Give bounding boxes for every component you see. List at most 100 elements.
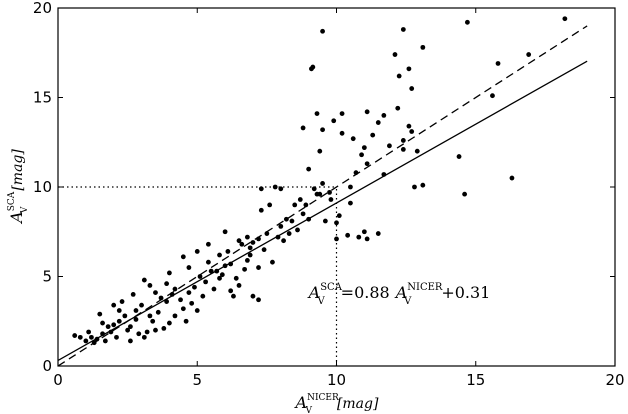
data-point	[270, 259, 275, 265]
data-point	[217, 252, 222, 258]
data-point	[153, 327, 158, 333]
data-point	[361, 229, 367, 235]
data-point	[97, 311, 103, 317]
data-point	[244, 257, 250, 263]
data-point	[297, 197, 303, 202]
data-point	[125, 327, 131, 333]
data-point	[139, 302, 144, 308]
x-tick-label: 15	[466, 371, 485, 389]
data-point	[214, 268, 220, 274]
data-point	[350, 136, 356, 142]
data-point	[167, 270, 172, 276]
data-point	[314, 191, 320, 197]
data-point	[236, 283, 242, 288]
data-point	[172, 286, 178, 292]
data-point	[205, 259, 211, 265]
data-point	[180, 254, 186, 260]
data-point	[217, 275, 222, 281]
data-point	[250, 293, 256, 299]
data-point	[364, 109, 370, 115]
data-point	[289, 218, 295, 224]
data-point	[208, 268, 214, 274]
data-point	[128, 338, 133, 344]
data-point	[197, 274, 203, 279]
data-point	[211, 286, 217, 292]
data-point	[300, 211, 306, 217]
data-point	[178, 297, 183, 303]
data-point	[180, 306, 186, 312]
data-point	[183, 318, 189, 324]
ticks-layer: 0 5 10 15 20 0 5 10 15 20	[33, 0, 625, 389]
data-point	[189, 300, 195, 306]
data-point	[236, 238, 242, 244]
data-point	[495, 61, 501, 66]
y-tick-label: 20	[33, 0, 52, 17]
data-point	[400, 147, 406, 152]
data-point	[387, 143, 392, 149]
data-point	[414, 148, 420, 154]
data-point	[164, 281, 170, 287]
one-to-one-line	[58, 25, 588, 366]
data-point	[150, 318, 156, 324]
data-point	[105, 324, 111, 330]
data-point	[314, 111, 320, 117]
data-point	[111, 302, 117, 308]
data-point	[464, 19, 470, 25]
data-point	[116, 318, 122, 324]
data-point	[509, 175, 515, 181]
data-point	[256, 265, 261, 270]
data-point	[247, 252, 253, 258]
data-point	[412, 184, 417, 190]
data-point	[364, 161, 370, 167]
data-point	[100, 320, 105, 326]
data-point	[256, 236, 261, 242]
lines-layer	[58, 25, 588, 366]
data-point	[356, 234, 362, 240]
data-point	[306, 166, 312, 172]
x-axis-label: ANICER V [mag]	[294, 393, 379, 414]
y-tick-label: 10	[33, 178, 52, 196]
data-point	[119, 299, 125, 304]
data-point	[128, 324, 133, 330]
data-point	[228, 288, 234, 294]
data-point	[281, 238, 286, 244]
data-point	[261, 247, 267, 253]
data-point	[108, 329, 114, 335]
data-point	[130, 292, 136, 297]
data-point	[317, 148, 323, 154]
data-point	[77, 334, 83, 340]
data-point	[275, 234, 281, 240]
y-tick-label: 0	[42, 357, 52, 375]
data-point	[406, 123, 412, 129]
data-point	[396, 73, 402, 79]
data-point	[361, 145, 367, 151]
data-point	[94, 336, 100, 342]
data-point	[219, 272, 225, 278]
data-point	[250, 240, 256, 245]
y-tick-label: 5	[42, 268, 52, 286]
data-point	[278, 186, 284, 192]
data-point	[242, 266, 247, 272]
data-point	[327, 189, 332, 195]
x-tick-label: 20	[605, 371, 624, 389]
data-point	[192, 284, 197, 290]
data-point	[320, 127, 325, 133]
data-point	[158, 295, 164, 301]
data-point	[345, 232, 351, 238]
data-point	[89, 334, 94, 340]
fit-equation-annotation: ASCA V =0.88 ANICER V +0.31	[307, 282, 491, 307]
data-point	[310, 64, 316, 70]
data-point	[194, 249, 200, 254]
data-point	[144, 329, 150, 335]
data-point	[136, 331, 142, 337]
data-point	[375, 231, 381, 236]
data-point	[264, 231, 270, 236]
data-point	[205, 241, 211, 247]
data-point	[562, 16, 568, 22]
data-point	[395, 105, 401, 111]
data-point	[161, 326, 167, 331]
data-point	[203, 279, 209, 285]
data-point	[295, 227, 300, 233]
data-point	[155, 309, 161, 315]
